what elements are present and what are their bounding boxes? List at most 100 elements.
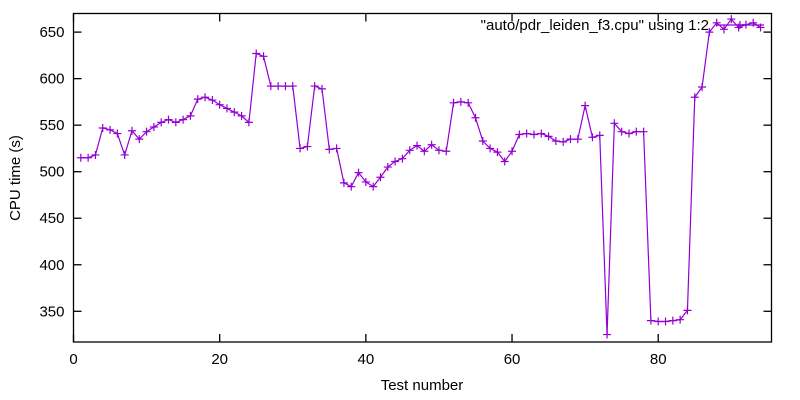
data-point: [493, 148, 502, 157]
data-point: [420, 147, 429, 156]
plot-frame: [72, 12, 773, 343]
data-point: [274, 82, 283, 91]
data-point: [383, 163, 392, 172]
data-point: [76, 153, 85, 162]
data-point: [624, 129, 633, 138]
x-tick-label: 20: [211, 351, 228, 368]
data-point: [237, 111, 246, 120]
series-layer: [76, 15, 765, 339]
data-point: [449, 98, 458, 107]
y-axis: 350 400 450 500 550 600 650: [39, 24, 772, 320]
data-point: [705, 28, 714, 37]
series-line-0: [80, 18, 761, 335]
data-point: [471, 113, 480, 122]
data-point: [500, 157, 509, 166]
legend-entry-label: "auto/pdr_leiden_f3.cpu" using 1:2: [481, 17, 709, 34]
x-tick-label: 60: [504, 351, 521, 368]
data-point: [486, 144, 495, 153]
data-point: [84, 153, 93, 162]
data-point: [135, 135, 144, 144]
data-point: [113, 129, 122, 138]
data-point: [222, 104, 231, 113]
data-point: [603, 330, 612, 339]
data-point: [566, 135, 575, 144]
y-tick-label: 600: [39, 71, 64, 88]
y-tick-label: 450: [39, 210, 64, 227]
data-point: [690, 93, 699, 102]
data-point: [325, 145, 334, 154]
data-point: [559, 137, 568, 146]
data-point: [149, 123, 158, 132]
data-point: [354, 168, 363, 177]
data-point: [698, 83, 707, 92]
x-axis: 0 20 40 60 80: [69, 13, 667, 368]
x-tick-label: 80: [650, 351, 667, 368]
data-point: [120, 150, 129, 159]
data-point: [632, 127, 641, 136]
data-point: [413, 141, 422, 150]
data-point: [376, 173, 385, 182]
data-point: [361, 177, 370, 186]
data-point: [259, 52, 268, 61]
data-point: [573, 135, 582, 144]
data-point: [193, 95, 202, 104]
data-point: [288, 82, 297, 91]
data-point: [544, 132, 553, 141]
data-point: [98, 123, 107, 132]
data-point: [157, 118, 166, 127]
data-point: [727, 15, 736, 24]
x-tick-label: 0: [69, 351, 77, 368]
data-point: [310, 82, 319, 91]
data-point: [244, 118, 253, 127]
data-point: [186, 111, 195, 120]
data-point: [171, 118, 180, 127]
data-point: [339, 178, 348, 187]
data-point: [398, 154, 407, 163]
data-point: [668, 316, 677, 325]
data-point: [347, 182, 356, 191]
data-point: [252, 49, 261, 58]
x-tick-label: 40: [358, 351, 375, 368]
data-point: [639, 127, 648, 136]
data-point: [303, 142, 312, 151]
data-point: [391, 157, 400, 166]
y-tick-label: 350: [39, 303, 64, 320]
data-point: [266, 82, 275, 91]
data-point: [332, 144, 341, 153]
y-axis-title: CPU time (s): [7, 135, 24, 221]
data-point: [296, 144, 305, 153]
y-tick-label: 650: [39, 24, 64, 41]
x-axis-title: Test number: [381, 377, 464, 394]
data-point: [434, 146, 443, 155]
data-point: [318, 84, 327, 93]
chart-legend[interactable]: "auto/pdr_leiden_f3.cpu" using 1:2: [481, 17, 764, 34]
data-point: [127, 126, 136, 135]
data-point: [208, 96, 217, 105]
data-point: [442, 147, 451, 156]
data-point: [522, 129, 531, 138]
y-tick-label: 550: [39, 117, 64, 134]
data-point: [676, 315, 685, 324]
data-point: [508, 147, 517, 156]
data-point: [281, 82, 290, 91]
data-point: [91, 150, 100, 159]
data-point: [456, 97, 465, 106]
series-markers-0: [76, 15, 765, 339]
data-point: [106, 125, 115, 134]
data-point: [661, 317, 670, 326]
data-point: [529, 130, 538, 139]
data-point: [464, 98, 473, 107]
data-point: [646, 316, 655, 325]
data-point: [427, 140, 436, 149]
y-tick-label: 500: [39, 164, 64, 181]
data-point: [179, 115, 188, 124]
data-point: [215, 100, 224, 109]
data-point: [588, 133, 597, 142]
data-point: [683, 306, 692, 315]
data-point: [369, 182, 378, 191]
legend-sample-marker: [736, 21, 744, 29]
data-point: [719, 25, 728, 34]
data-point: [610, 119, 619, 128]
